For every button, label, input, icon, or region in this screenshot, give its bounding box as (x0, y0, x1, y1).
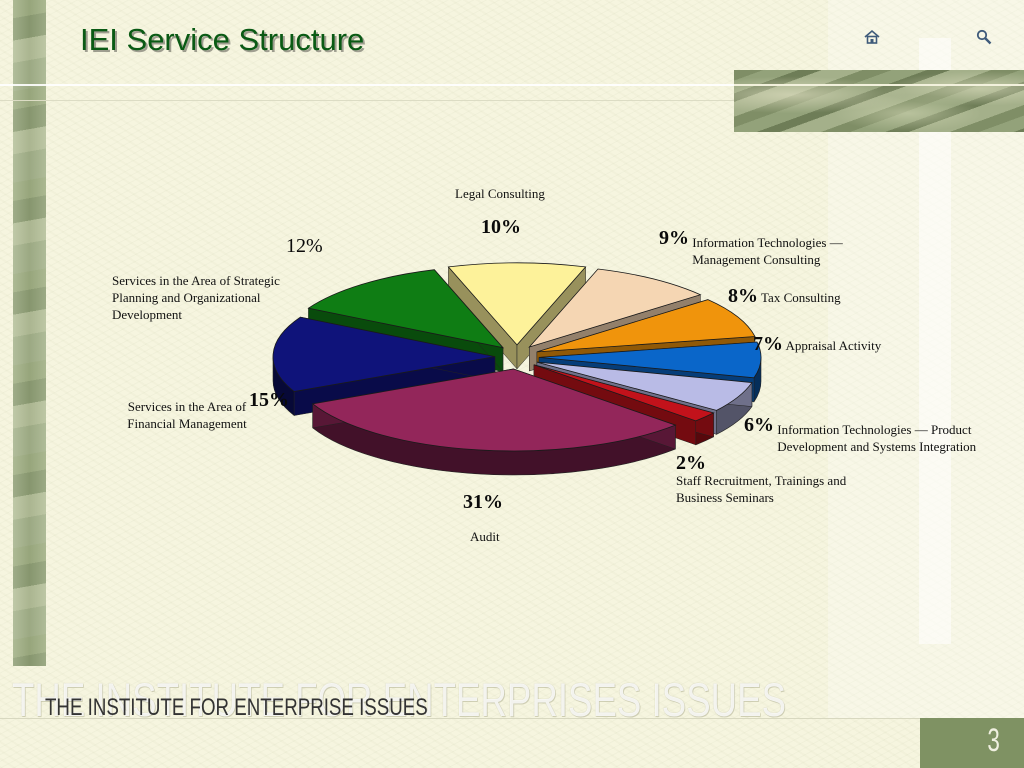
pie-slice-top-0 (447, 262, 587, 346)
slice-label-it-product: 6% Information Technologies — Product De… (744, 414, 1009, 455)
slice-label-appraisal: 7% Appraisal Activity (753, 333, 882, 355)
left-decorative-strip (13, 0, 46, 666)
slice-value-appraisal: 7% (753, 333, 783, 355)
slice-label-tax-consulting-text: Tax Consulting (761, 290, 841, 305)
watermark-text: THE INSTITUTE FOR ENTERPRISES ISSUES (12, 673, 787, 726)
header-rule-secondary (0, 100, 734, 101)
pie-slice-top-1 (528, 268, 702, 348)
pie-slice-top-7 (272, 316, 496, 392)
slice-value-audit: 31% (463, 491, 503, 513)
org-name: THE INSTITUTE FOR ENTERPRISE ISSUES (45, 694, 428, 721)
slice-label-financial-management: Services in the Area of Financial Manage… (107, 398, 267, 432)
slice-value-legal-consulting: 10% (481, 216, 521, 238)
slice-label-it-management: 9% Information Technologies — Management… (659, 227, 902, 268)
pie-slice-top-8 (307, 269, 505, 349)
slice-label-staff-recruitment-text: Staff Recruitment, Trainings and Busines… (676, 473, 847, 505)
slice-value-staff-recruitment: 2% (676, 452, 706, 474)
pie-slice-top-5 (533, 364, 715, 422)
slice-label-audit: Audit (470, 529, 500, 544)
slice-label-it-product-text: Information Technologies — Product Devel… (777, 422, 977, 454)
slice-value-tax-consulting: 8% (728, 285, 758, 307)
pie-slice-top-4 (536, 361, 753, 411)
footer-rule (0, 718, 1024, 719)
slice-label-it-management-text: Information Technologies — Management Co… (692, 235, 843, 267)
slice-label-strategic-planning: Services in the Area of Strategic Planni… (112, 273, 280, 322)
home-icon[interactable] (863, 28, 881, 46)
slice-label-appraisal-text: Appraisal Activity (785, 338, 882, 353)
slide-title: IEI Service Structure (80, 22, 365, 57)
slice-value-financial-management: 15% (249, 389, 289, 411)
marble-divider (734, 84, 1024, 86)
slice-value-it-management: 9% (659, 227, 689, 249)
slice-label-tax-consulting: 8% Tax Consulting (728, 285, 841, 307)
page-number: 3 (987, 722, 1000, 758)
page-number-box: 3 (920, 718, 1024, 768)
slice-label-financial-management-text: Services in the Area of Financial Manage… (127, 399, 247, 431)
pie-slice-6 (311, 368, 677, 476)
pie-slice-top-6 (311, 368, 677, 452)
marble-banner (734, 70, 1024, 132)
slice-label-legal-consulting: Legal Consulting (455, 186, 545, 201)
right-column-stripe (919, 38, 951, 644)
pie-slice-top-2 (536, 299, 756, 353)
slice-value-it-product: 6% (744, 414, 774, 436)
slice-value-strategic-planning: 12% (286, 235, 323, 257)
slice-label-staff-recruitment: 2% Staff Recruitment, Trainings and Busi… (676, 452, 876, 506)
pie-slice-top-3 (538, 341, 762, 379)
header-rule (0, 84, 734, 86)
search-icon[interactable] (975, 28, 993, 46)
